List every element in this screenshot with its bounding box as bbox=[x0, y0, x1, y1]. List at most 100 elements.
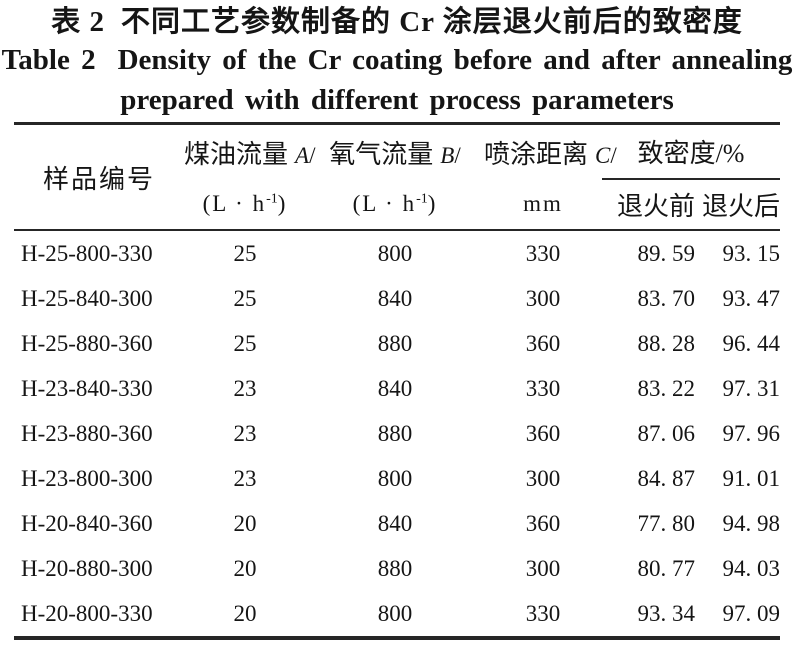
cell-before: 83. 70 bbox=[637, 285, 696, 311]
table-header: 样品编号 煤油流量 A/ 氧气流量 B/ 喷涂距离 C/ 致密度/% (L · h-1… bbox=[14, 123, 781, 231]
cell-before: 77. 80 bbox=[637, 510, 696, 536]
cell-kerosene: 25 bbox=[233, 240, 257, 266]
table-row: H-23-840-330 23 840 330 83. 22 97. 31 bbox=[14, 366, 780, 411]
cell-kerosene: 23 bbox=[233, 375, 257, 401]
header-oxygen-flow: 氧气流量 B/ bbox=[306, 124, 484, 180]
cell-after: 97. 09 bbox=[722, 600, 781, 626]
cell-distance: 330 bbox=[525, 375, 561, 401]
header-distance-title: 喷涂距离 bbox=[484, 139, 589, 169]
cell-kerosene: 25 bbox=[233, 285, 257, 311]
cell-after: 94. 98 bbox=[722, 510, 781, 536]
factor-symbol-c: C bbox=[595, 142, 611, 168]
cell-before: 93. 34 bbox=[637, 600, 696, 626]
cell-distance: 300 bbox=[525, 285, 561, 311]
caption-zh-label: 表 2 bbox=[51, 6, 105, 38]
table-row: H-23-800-300 23 800 300 84. 87 91. 01 bbox=[14, 456, 780, 501]
unit-superscript: -1 bbox=[266, 191, 278, 207]
cell-oxygen: 800 bbox=[377, 600, 413, 626]
cell-oxygen: 880 bbox=[377, 420, 413, 446]
header-density-group: 致密度/% bbox=[602, 123, 781, 180]
cell-oxygen: 840 bbox=[377, 375, 413, 401]
header-spray-distance: 喷涂距离 C/ bbox=[484, 124, 617, 180]
unit-text: ) bbox=[277, 191, 288, 216]
cell-before: 89. 59 bbox=[637, 240, 696, 266]
cell-kerosene: 23 bbox=[233, 465, 257, 491]
cell-distance: 360 bbox=[525, 420, 561, 446]
unit-text: (L · h bbox=[352, 191, 417, 216]
cell-before: 84. 87 bbox=[637, 465, 696, 491]
cell-before: 88. 28 bbox=[637, 330, 696, 356]
cell-before: 83. 22 bbox=[637, 375, 696, 401]
cell-before: 80. 77 bbox=[637, 555, 696, 581]
cell-distance: 300 bbox=[525, 555, 561, 581]
table-caption: 表 2 不同工艺参数制备的 Cr 涂层退火前后的致密度 Table 2 Densit… bbox=[0, 0, 794, 120]
header-after-annealing: 退火后 bbox=[696, 179, 781, 231]
table-row: H-20-880-300 20 880 300 80. 77 94. 03 bbox=[14, 546, 780, 591]
cell-distance: 300 bbox=[525, 465, 561, 491]
cell-id: H-20-840-360 bbox=[21, 510, 153, 536]
cell-kerosene: 20 bbox=[233, 555, 257, 581]
header-row-units: (L · h-1) (L · h-1) mm 退火前 退火后 bbox=[14, 179, 781, 231]
caption-en-line1: Table 2 Density of the Cr coating before … bbox=[0, 40, 794, 80]
cell-id: H-20-800-330 bbox=[21, 600, 153, 626]
table-row: H-25-840-300 25 840 300 83. 70 93. 47 bbox=[14, 276, 780, 321]
header-kerosene-title: 煤油流量 bbox=[184, 139, 289, 169]
cell-id: H-25-800-330 bbox=[21, 240, 153, 266]
cell-oxygen: 880 bbox=[377, 330, 413, 356]
cell-after: 96. 44 bbox=[722, 330, 781, 356]
table-row: H-20-800-330 20 800 330 93. 34 97. 09 bbox=[14, 591, 780, 638]
header-distance-unit: mm bbox=[484, 179, 602, 231]
caption-zh-text: 不同工艺参数制备的 Cr 涂层退火前后的致密度 bbox=[120, 6, 743, 38]
caption-zh: 表 2 不同工艺参数制备的 Cr 涂层退火前后的致密度 bbox=[0, 4, 794, 40]
cell-id: H-23-840-330 bbox=[21, 375, 153, 401]
cell-id: H-23-880-360 bbox=[21, 420, 153, 446]
cell-after: 97. 31 bbox=[722, 375, 781, 401]
header-kerosene-unit: (L · h-1) bbox=[184, 179, 306, 231]
header-row-groups: 样品编号 煤油流量 A/ 氧气流量 B/ 喷涂距离 C/ 致密度/% bbox=[14, 123, 781, 231]
cell-after: 93. 15 bbox=[722, 240, 781, 266]
header-kerosene-flow: 煤油流量 A/ bbox=[184, 124, 315, 180]
cell-id: H-23-800-300 bbox=[21, 465, 153, 491]
header-oxygen-unit: (L · h-1) bbox=[306, 179, 484, 231]
slash: / bbox=[610, 142, 617, 168]
cell-kerosene: 20 bbox=[233, 600, 257, 626]
table-row: H-25-800-330 25 800 330 89. 59 93. 15 bbox=[14, 230, 780, 276]
cell-before: 87. 06 bbox=[637, 420, 696, 446]
cell-after: 97. 96 bbox=[722, 420, 781, 446]
cell-kerosene: 23 bbox=[233, 420, 257, 446]
header-oxygen-title: 氧气流量 bbox=[329, 139, 434, 169]
slash: / bbox=[454, 142, 461, 168]
slash: / bbox=[309, 142, 316, 168]
cell-oxygen: 880 bbox=[377, 555, 413, 581]
cell-id: H-20-880-300 bbox=[21, 555, 153, 581]
cell-after: 91. 01 bbox=[722, 465, 781, 491]
table-row: H-20-840-360 20 840 360 77. 80 94. 98 bbox=[14, 501, 780, 546]
unit-superscript: -1 bbox=[416, 191, 428, 207]
cell-distance: 360 bbox=[525, 330, 561, 356]
density-table: 样品编号 煤油流量 A/ 氧气流量 B/ 喷涂距离 C/ 致密度/% (L · h-1… bbox=[14, 122, 781, 640]
caption-en-line2: prepared with different process paramete… bbox=[120, 84, 674, 116]
cell-after: 93. 47 bbox=[722, 285, 781, 311]
factor-symbol-a: A bbox=[295, 142, 310, 168]
cell-id: H-25-880-360 bbox=[21, 330, 153, 356]
header-sample-id: 样品编号 bbox=[14, 123, 184, 231]
table-body: H-25-800-330 25 800 330 89. 59 93. 15 H-25-840… bbox=[14, 230, 780, 638]
factor-symbol-b: B bbox=[440, 142, 455, 168]
cell-id: H-25-840-300 bbox=[21, 285, 153, 311]
cell-oxygen: 840 bbox=[377, 510, 413, 536]
caption-en-label: Table 2 bbox=[1, 44, 96, 76]
cell-after: 94. 03 bbox=[722, 555, 781, 581]
caption-en-text: Density of the Cr coating before and aft… bbox=[117, 44, 793, 76]
header-before-annealing: 退火前 bbox=[602, 179, 696, 231]
table-row: H-25-880-360 25 880 360 88. 28 96. 44 bbox=[14, 321, 780, 366]
unit-text: (L · h bbox=[202, 191, 267, 216]
cell-distance: 330 bbox=[525, 240, 561, 266]
cell-kerosene: 20 bbox=[233, 510, 257, 536]
cell-distance: 360 bbox=[525, 510, 561, 536]
cell-kerosene: 25 bbox=[233, 330, 257, 356]
cell-oxygen: 840 bbox=[377, 285, 413, 311]
table-row: H-23-880-360 23 880 360 87. 06 97. 96 bbox=[14, 411, 780, 456]
cell-oxygen: 800 bbox=[377, 240, 413, 266]
unit-text: ) bbox=[427, 191, 438, 216]
